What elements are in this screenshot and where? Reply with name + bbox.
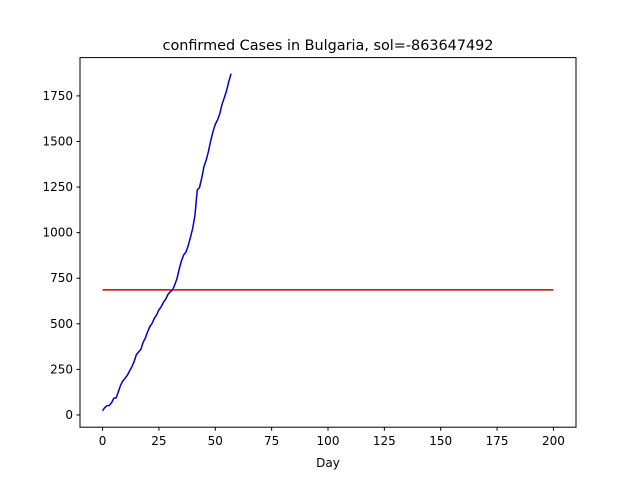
y-tick-label: 1500	[42, 134, 73, 148]
y-tick-label: 500	[50, 317, 73, 331]
chart-title: confirmed Cases in Bulgaria, sol=-863647…	[163, 38, 494, 54]
x-tick-label: 150	[429, 434, 452, 448]
x-tick-label: 25	[151, 434, 166, 448]
y-tick-label: 0	[65, 408, 73, 422]
y-tick-label: 250	[50, 362, 73, 376]
x-tick-label: 100	[317, 434, 340, 448]
data-line	[101, 73, 232, 412]
y-tick-label: 1750	[42, 89, 73, 103]
y-tick-label: 1000	[42, 226, 73, 240]
y-tick-label: 1250	[42, 180, 73, 194]
x-tick-label: 175	[486, 434, 509, 448]
x-tick-label: 50	[208, 434, 223, 448]
x-tick-label: 200	[542, 434, 565, 448]
x-tick-label: 125	[373, 434, 396, 448]
x-axis-label: Day	[316, 456, 340, 470]
x-tick-label: 0	[99, 434, 107, 448]
y-tick-label: 750	[50, 271, 73, 285]
x-tick-label: 75	[264, 434, 279, 448]
